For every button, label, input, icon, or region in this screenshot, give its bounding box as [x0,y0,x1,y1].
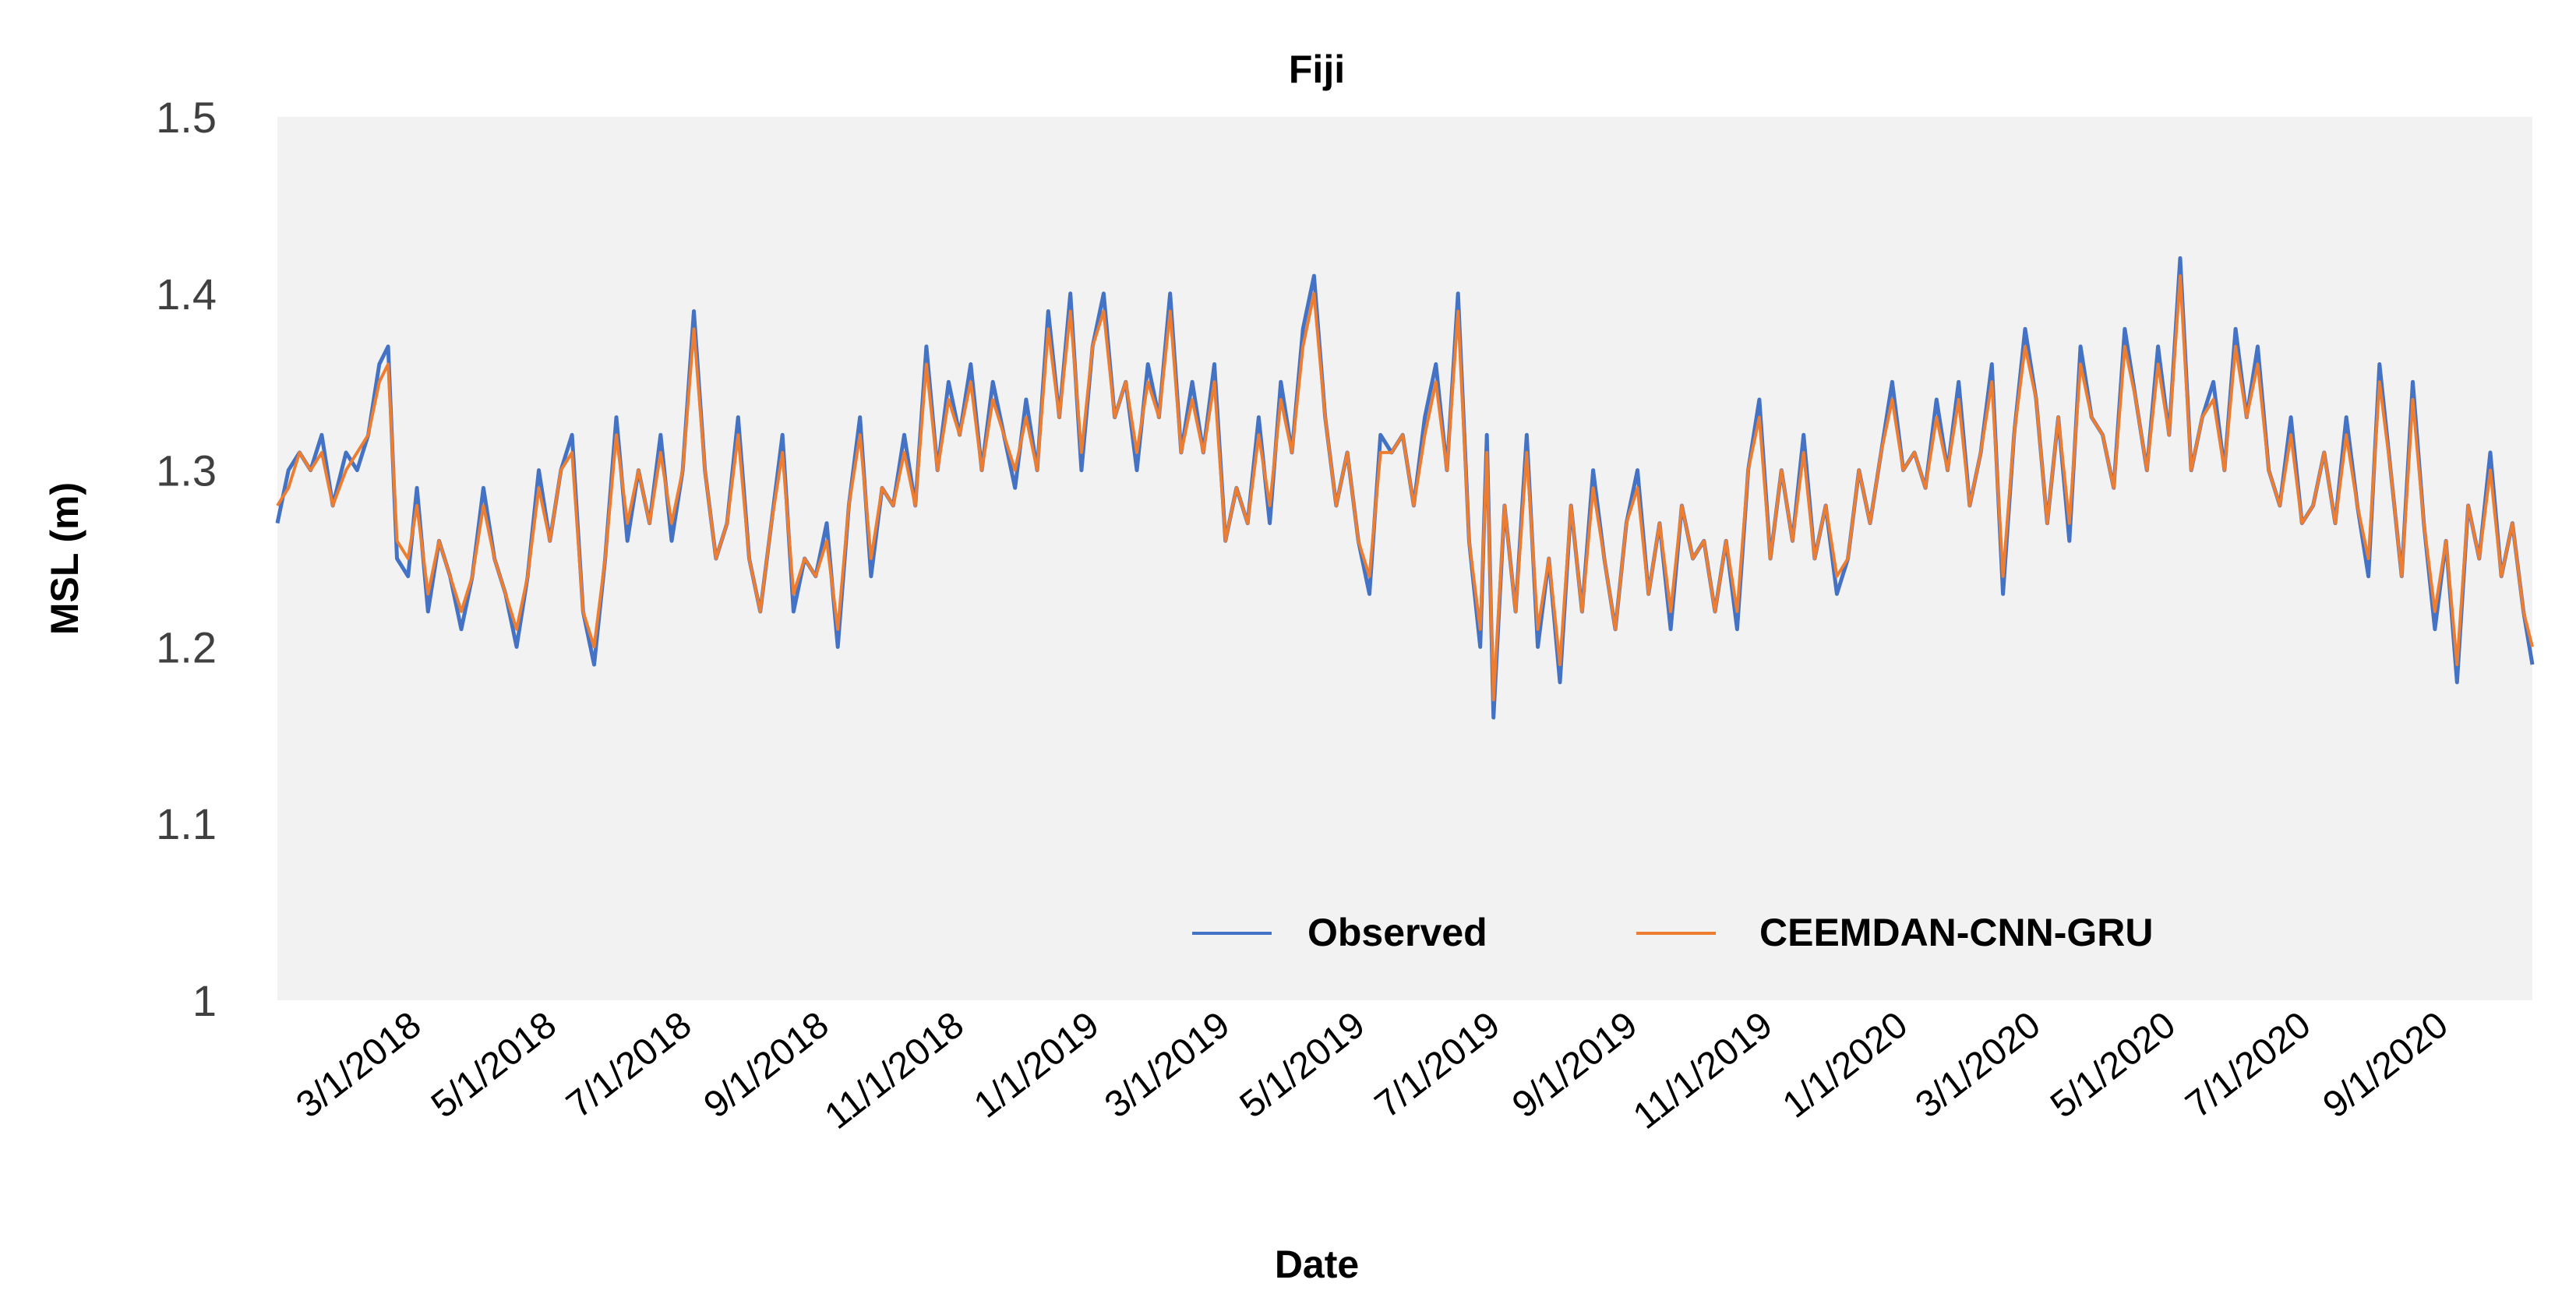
legend-label-ceemdan-cnn-gru: CEEMDAN-CNN-GRU [1759,911,2154,954]
x-tick-label: 5/1/2020 [2043,1004,2183,1126]
x-tick-label: 9/1/2018 [697,1004,837,1126]
x-tick-label: 11/1/2018 [817,1004,972,1137]
y-tick-label: 1.3 [156,446,217,495]
x-tick-label: 3/1/2018 [289,1004,429,1126]
y-tick-label: 1.1 [156,799,217,848]
x-tick-label: 1/1/2020 [1775,1004,1915,1126]
y-axis: 1 1.1 1.2 1.3 1.4 1.5 [156,93,217,1025]
x-axis-title: Date [1275,1243,1359,1286]
legend-label-observed: Observed [1307,911,1487,954]
x-tick-label: 7/1/2018 [559,1004,700,1126]
y-tick-label: 1.5 [156,93,217,142]
y-tick-label: 1 [192,976,217,1025]
legend: Observed CEEMDAN-CNN-GRU [1192,911,2154,954]
x-tick-label: 9/1/2019 [1505,1004,1645,1126]
x-tick-label: 3/1/2020 [1908,1004,2048,1126]
series-lines [275,256,2535,720]
x-tick-label: 9/1/2020 [2316,1004,2456,1126]
x-tick-label: 11/1/2019 [1626,1004,1780,1137]
chart-title: Fiji [1289,48,1345,91]
x-tick-label: 3/1/2019 [1097,1004,1237,1126]
series-line-ceemdan-cnn-gru [276,274,2534,702]
y-tick-label: 1.2 [156,622,217,672]
x-tick-label: 7/1/2019 [1367,1004,1508,1126]
plot-area [277,117,2532,1000]
x-tick-label: 5/1/2018 [424,1004,564,1126]
y-axis-title: MSL (m) [43,482,86,635]
x-tick-label: 7/1/2020 [2179,1004,2319,1126]
x-axis: 3/1/20185/1/20187/1/20189/1/201811/1/201… [289,1004,2456,1137]
x-tick-label: 5/1/2019 [1233,1004,1373,1126]
y-tick-label: 1.4 [156,270,217,319]
x-tick-label: 1/1/2019 [967,1004,1107,1126]
